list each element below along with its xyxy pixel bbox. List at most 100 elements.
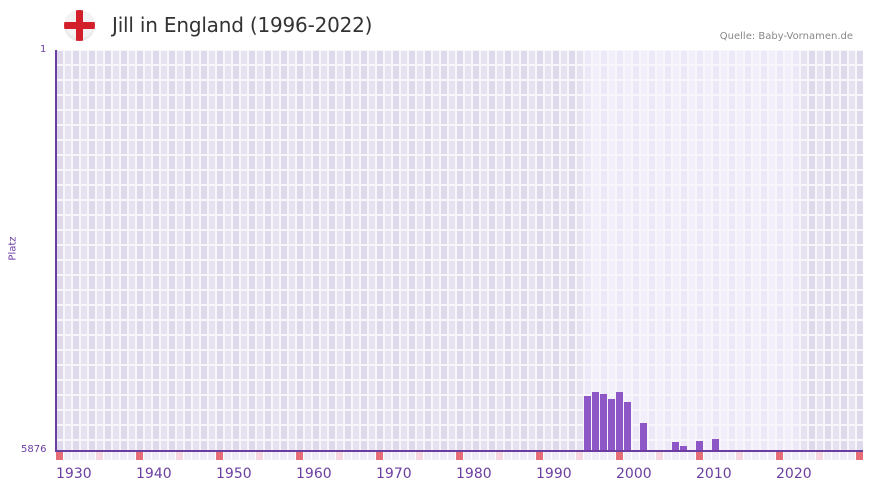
year-tick <box>248 452 255 460</box>
year-tick <box>784 452 791 460</box>
year-tick <box>712 452 719 460</box>
year-tick <box>304 452 311 460</box>
year-tick <box>776 452 783 460</box>
year-tick <box>576 452 583 460</box>
bar-2001[interactable] <box>624 402 631 450</box>
y-tick-bottom: 5876 <box>21 444 47 455</box>
bar-2010[interactable] <box>696 441 703 450</box>
bar-1999[interactable] <box>608 399 615 450</box>
year-tick <box>848 452 855 460</box>
year-tick <box>224 452 231 460</box>
year-tick <box>512 452 519 460</box>
x-tick-label: 2010 <box>696 466 732 482</box>
year-tick <box>664 452 671 460</box>
year-tick <box>96 452 103 460</box>
year-tick <box>184 452 191 460</box>
year-tick <box>200 452 207 460</box>
year-tick <box>832 452 839 460</box>
bar-1996[interactable] <box>584 396 591 450</box>
year-tick <box>408 452 415 460</box>
year-tick <box>160 452 167 460</box>
plot-area <box>56 50 863 450</box>
year-tick <box>168 452 175 460</box>
year-tick <box>80 452 87 460</box>
year-tick <box>744 452 751 460</box>
year-tick <box>256 452 263 460</box>
england-flag-icon <box>64 10 95 41</box>
bar-2000[interactable] <box>616 392 623 450</box>
year-tick <box>328 452 335 460</box>
year-tick <box>696 452 703 460</box>
year-tick <box>264 452 271 460</box>
year-tick <box>144 452 151 460</box>
y-tick-top: 1 <box>40 44 47 55</box>
year-tick <box>232 452 239 460</box>
year-tick <box>360 452 367 460</box>
x-tick-label: 2000 <box>616 466 652 482</box>
bar-2003[interactable] <box>640 423 647 450</box>
year-tick <box>632 452 639 460</box>
year-tick <box>624 452 631 460</box>
year-tick <box>152 452 159 460</box>
year-tick <box>824 452 831 460</box>
year-tick <box>704 452 711 460</box>
year-tick <box>56 452 63 460</box>
year-tick <box>448 452 455 460</box>
year-tick <box>136 452 143 460</box>
year-tick <box>552 452 559 460</box>
year-tick <box>64 452 71 460</box>
year-tick <box>424 452 431 460</box>
x-tick-label: 1980 <box>456 466 492 482</box>
x-tick-label: 1930 <box>56 466 92 482</box>
year-tick <box>192 452 199 460</box>
year-tick <box>72 452 79 460</box>
year-tick <box>112 452 119 460</box>
year-tick <box>480 452 487 460</box>
year-tick <box>488 452 495 460</box>
y-axis-title: Platz <box>7 236 19 261</box>
year-tick <box>648 452 655 460</box>
year-tick <box>768 452 775 460</box>
year-tick <box>464 452 471 460</box>
year-tick <box>440 452 447 460</box>
year-tick <box>496 452 503 460</box>
year-tick <box>104 452 111 460</box>
year-tick <box>560 452 567 460</box>
year-tick <box>800 452 807 460</box>
bar-1998[interactable] <box>600 394 607 450</box>
year-tick <box>128 452 135 460</box>
x-tick-label: 1960 <box>296 466 332 482</box>
year-tick <box>680 452 687 460</box>
year-tick <box>616 452 623 460</box>
year-tick <box>816 452 823 460</box>
x-tick-label: 1970 <box>376 466 412 482</box>
year-tick <box>352 452 359 460</box>
bar-1997[interactable] <box>592 392 599 450</box>
year-tick <box>240 452 247 460</box>
year-tick <box>600 452 607 460</box>
year-tick <box>752 452 759 460</box>
year-tick <box>544 452 551 460</box>
year-tick <box>640 452 647 460</box>
year-tick <box>400 452 407 460</box>
year-tick <box>592 452 599 460</box>
year-tick <box>608 452 615 460</box>
year-tick <box>392 452 399 460</box>
year-tick <box>416 452 423 460</box>
year-tick <box>808 452 815 460</box>
source-label: Quelle: Baby-Vornamen.de <box>719 31 853 42</box>
y-axis-line <box>55 50 57 451</box>
year-tick <box>320 452 327 460</box>
bar-2007[interactable] <box>672 442 679 450</box>
year-tick <box>840 452 847 460</box>
year-tick <box>336 452 343 460</box>
year-tick <box>176 452 183 460</box>
bar-2008[interactable] <box>680 446 687 450</box>
year-tick <box>792 452 799 460</box>
bar-2012[interactable] <box>712 439 719 450</box>
year-tick <box>504 452 511 460</box>
year-tick <box>672 452 679 460</box>
year-tick <box>272 452 279 460</box>
year-tick <box>120 452 127 460</box>
year-tick <box>216 452 223 460</box>
